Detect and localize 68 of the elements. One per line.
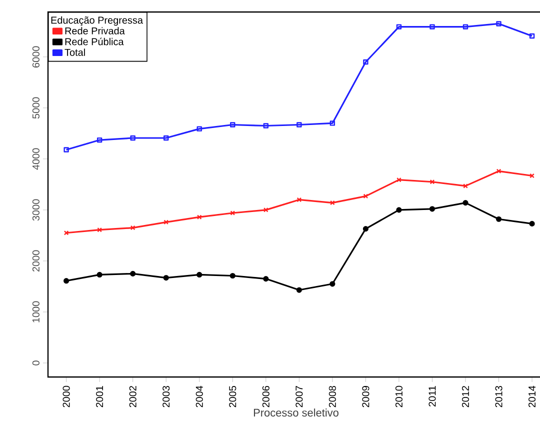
x-tick-label: 2013 — [495, 386, 502, 408]
point — [330, 120, 336, 126]
y-tick-label: 4000 — [32, 148, 40, 170]
point — [263, 276, 269, 282]
point — [496, 21, 502, 26]
legend-label: Total — [64, 48, 85, 56]
point — [330, 281, 336, 287]
x-tick-label: 2004 — [196, 386, 203, 408]
x-tick-label: 2008 — [328, 386, 336, 408]
point — [196, 214, 202, 220]
point — [130, 135, 136, 141]
y-tick-label: 0 — [32, 360, 40, 366]
point — [230, 122, 236, 128]
point — [296, 122, 302, 128]
point — [430, 179, 435, 184]
x-tick-label: 2010 — [395, 386, 402, 408]
x-axis-title: Processo seletivo — [254, 408, 338, 417]
point — [263, 123, 268, 128]
point — [462, 24, 468, 30]
x-tick-label: 2012 — [462, 386, 470, 408]
point — [230, 272, 236, 279]
point — [96, 272, 102, 278]
point — [296, 197, 302, 202]
point — [430, 24, 435, 30]
point — [496, 216, 502, 222]
y-tick-label: 1000 — [32, 301, 40, 322]
point — [429, 206, 436, 212]
x-tick-label: 2011 — [428, 386, 436, 406]
y-tick-label: 2000 — [32, 250, 40, 272]
point — [196, 126, 202, 132]
x-tick-label: 2003 — [162, 386, 170, 408]
point — [164, 135, 169, 141]
point — [363, 59, 368, 65]
x-tick-label: 2009 — [362, 386, 370, 408]
point — [396, 207, 402, 213]
point — [330, 200, 335, 206]
legend-title: Educação Pregressa — [51, 16, 143, 26]
point — [396, 24, 402, 30]
point — [463, 184, 468, 188]
legend-label: Rede Privada — [65, 27, 125, 34]
point — [363, 194, 368, 199]
x-tick-label: 2002 — [129, 386, 136, 408]
point — [64, 278, 70, 284]
point — [96, 137, 102, 143]
y-tick-label: 6000 — [32, 46, 40, 68]
x-tick-label: 2007 — [296, 386, 303, 408]
x-tick-label: 2014 — [528, 386, 536, 408]
x-tick-label: 2005 — [229, 386, 236, 408]
point — [462, 200, 468, 206]
point — [230, 210, 236, 216]
point — [496, 168, 502, 174]
point — [362, 226, 368, 232]
point — [196, 272, 202, 278]
point — [130, 270, 136, 276]
y-tick-label: 3000 — [32, 199, 40, 221]
point — [263, 208, 268, 212]
point — [296, 287, 302, 293]
point — [529, 220, 535, 226]
legend-label: Rede Pública — [65, 38, 124, 46]
point — [130, 225, 136, 230]
x-tick-label: 2000 — [62, 386, 70, 408]
point — [164, 220, 169, 225]
y-tick-label: 5000 — [32, 97, 40, 119]
point — [163, 274, 169, 281]
point — [396, 177, 402, 182]
point — [97, 227, 102, 232]
x-tick-label: 2001 — [96, 386, 104, 408]
x-tick-label: 2006 — [262, 386, 270, 408]
